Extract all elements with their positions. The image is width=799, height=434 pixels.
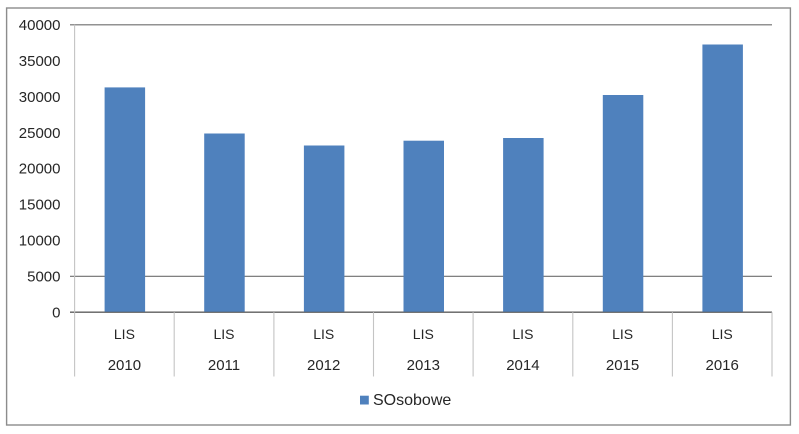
svg-text:LIS: LIS	[413, 326, 434, 342]
svg-text:30000: 30000	[19, 89, 61, 106]
svg-text:0: 0	[52, 304, 60, 321]
svg-text:LIS: LIS	[612, 326, 633, 342]
svg-text:20000: 20000	[19, 161, 61, 178]
svg-text:2015: 2015	[606, 357, 639, 374]
svg-text:25000: 25000	[19, 125, 61, 142]
svg-text:10000: 10000	[19, 233, 61, 250]
svg-text:SOsobowe: SOsobowe	[373, 392, 451, 409]
svg-text:5000: 5000	[27, 268, 60, 285]
svg-text:2012: 2012	[307, 357, 340, 374]
svg-text:15000: 15000	[19, 197, 61, 214]
svg-text:LIS: LIS	[114, 326, 135, 342]
svg-text:2010: 2010	[108, 357, 141, 374]
svg-text:2013: 2013	[407, 357, 440, 374]
svg-text:LIS: LIS	[512, 326, 533, 342]
svg-text:LIS: LIS	[712, 326, 733, 342]
svg-text:40000: 40000	[19, 17, 61, 34]
svg-text:LIS: LIS	[313, 326, 334, 342]
svg-text:35000: 35000	[19, 53, 61, 70]
svg-text:2014: 2014	[506, 357, 539, 374]
svg-text:LIS: LIS	[213, 326, 234, 342]
svg-text:2011: 2011	[208, 357, 240, 374]
svg-text:2016: 2016	[706, 357, 739, 374]
